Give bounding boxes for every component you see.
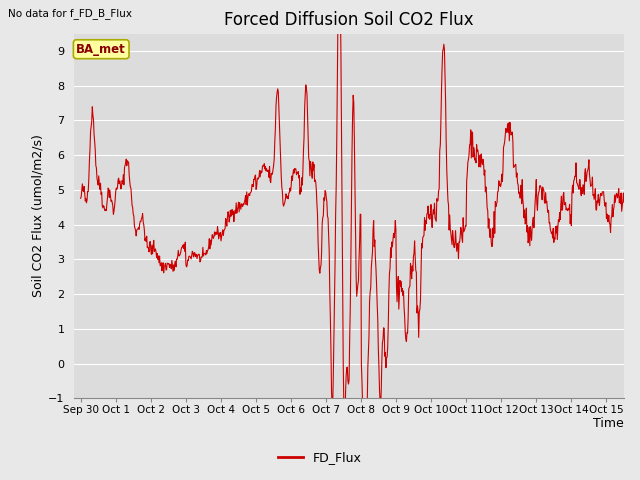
Text: No data for f_FD_B_Flux: No data for f_FD_B_Flux (8, 8, 132, 19)
X-axis label: Time: Time (593, 417, 624, 430)
Text: BA_met: BA_met (76, 43, 126, 56)
Y-axis label: Soil CO2 Flux (umol/m2/s): Soil CO2 Flux (umol/m2/s) (31, 134, 44, 298)
Title: Forced Diffusion Soil CO2 Flux: Forced Diffusion Soil CO2 Flux (224, 11, 474, 29)
Legend: FD_Flux: FD_Flux (273, 446, 367, 469)
